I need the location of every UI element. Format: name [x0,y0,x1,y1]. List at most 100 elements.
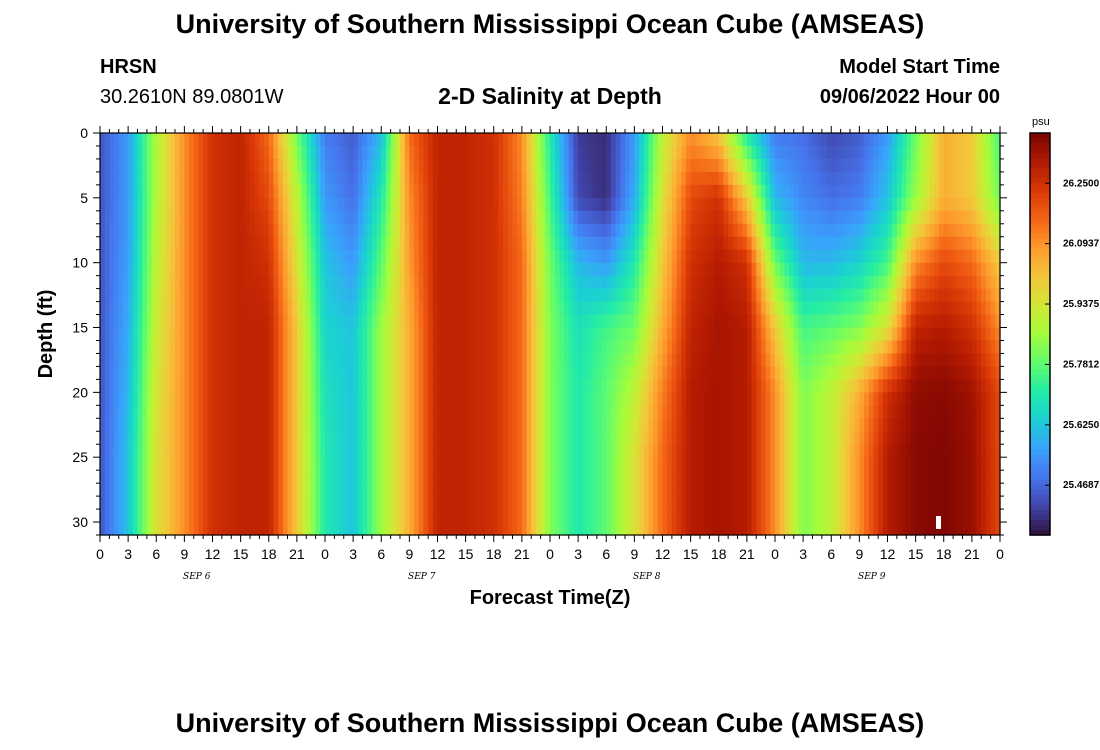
heatmap-cell [671,444,678,458]
heatmap-cell [250,366,256,380]
heatmap-cell [493,340,500,355]
heatmap-cell [390,262,396,277]
heatmap-cell [925,353,931,368]
heatmap-cell [151,366,157,380]
heatmap-cell [156,275,162,290]
heatmap-cell [146,262,153,277]
heatmap-cell [568,405,575,419]
heatmap-cell [540,366,546,380]
heatmap-cell [535,340,542,355]
heatmap-cell [582,314,589,329]
heatmap-cell [681,405,687,419]
heatmap-cell [278,457,284,471]
heatmap-cell [718,236,725,251]
heatmap-cell [887,431,893,445]
heatmap-cell [217,327,223,342]
heatmap-cell [132,392,139,406]
heatmap-cell [470,457,476,471]
heatmap-cell [306,418,312,432]
heatmap-cell [451,184,457,199]
heatmap-cell [437,171,443,186]
heatmap-cell [882,133,889,147]
heatmap-cell [878,340,884,355]
heatmap-cell [343,431,350,445]
heatmap-cell [175,158,181,173]
heatmap-cell [193,431,200,445]
heatmap-cell [967,158,973,173]
heatmap-cell [465,418,471,432]
heatmap-cell [587,340,593,355]
heatmap-cell [714,133,720,147]
heatmap-cell [615,210,621,225]
heatmap-cell [634,366,640,380]
heatmap-cell [489,288,495,303]
heatmap-cell [915,340,921,355]
heatmap-cell [760,444,767,458]
heatmap-cell [446,223,453,238]
heatmap-cell [826,301,832,316]
heatmap-cell [507,197,514,212]
heatmap-cell [925,392,931,406]
heatmap-cell [573,262,579,277]
heatmap-cell [981,314,987,329]
heatmap-cell [306,457,312,471]
heatmap-cell [671,210,678,225]
heatmap-cell [118,392,125,406]
heatmap-cell [142,379,148,393]
heatmap-cell [212,275,218,290]
heatmap-cell [404,145,410,160]
heatmap-cell [709,405,715,419]
heatmap-cell [226,236,232,251]
heatmap-cell [282,366,289,380]
heatmap-cell [498,405,504,419]
heatmap-cell [967,171,973,186]
heatmap-cell [137,210,143,225]
heatmap-cell [203,431,209,445]
heatmap-cell [146,431,153,445]
heatmap-cell [812,288,818,303]
heatmap-cell [892,431,898,445]
heatmap-cell [160,236,167,251]
heatmap-cell [817,197,823,212]
heatmap-cell [643,171,650,186]
heatmap-cell [442,405,448,419]
heatmap-cell [128,145,134,160]
heatmap-cell [667,457,673,471]
heatmap-cell [775,133,781,147]
heatmap-cell [957,457,964,471]
heatmap-cell [268,301,275,316]
heatmap-cell [690,353,696,368]
heatmap-cell [920,223,926,238]
heatmap-cell [943,275,950,290]
heatmap-cell [943,158,950,173]
heatmap-cell [882,197,889,212]
heatmap-cell [451,392,457,406]
heatmap-cell [943,223,950,238]
heatmap-cell [596,366,603,380]
heatmap-cell [493,210,500,225]
heatmap-cell [357,262,364,277]
heatmap-cell [329,262,335,277]
heatmap-cell [746,197,753,212]
heatmap-cell [254,184,260,199]
heatmap-cell [540,236,546,251]
heatmap-cell [550,366,556,380]
heatmap-cell [231,275,237,290]
heatmap-cell [962,314,968,329]
heatmap-cell [737,223,743,238]
heatmap-cell [610,301,617,316]
heatmap-cell [123,405,129,419]
heatmap-cell [587,444,593,458]
heatmap-cell [526,262,532,277]
heatmap-cell [653,262,659,277]
heatmap-cell [962,392,968,406]
heatmap-cell [864,197,870,212]
heatmap-cell [732,366,739,380]
heatmap-cell [751,145,757,160]
heatmap-cell [104,444,110,458]
heatmap-cell [760,327,767,342]
heatmap-cell [353,353,359,368]
heatmap-cell [414,223,420,238]
heatmap-cell [821,405,828,419]
heatmap-cell [896,184,903,199]
